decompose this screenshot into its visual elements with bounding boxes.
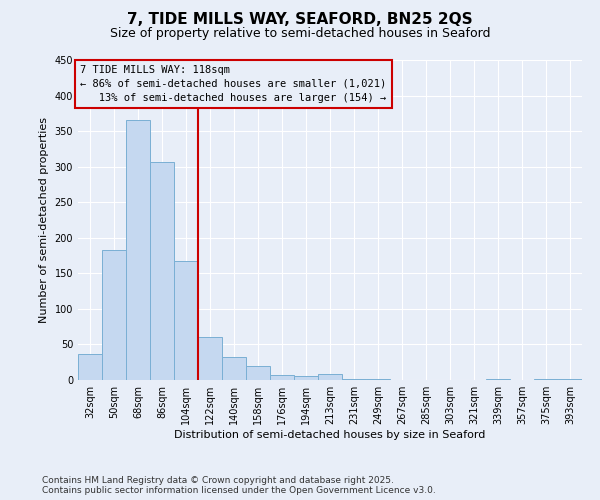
Y-axis label: Number of semi-detached properties: Number of semi-detached properties bbox=[39, 117, 49, 323]
Bar bbox=[294, 376, 318, 380]
Bar bbox=[270, 375, 294, 380]
Bar bbox=[126, 120, 150, 380]
Bar bbox=[486, 378, 510, 380]
Text: 7, TIDE MILLS WAY, SEAFORD, BN25 2QS: 7, TIDE MILLS WAY, SEAFORD, BN25 2QS bbox=[127, 12, 473, 28]
Bar bbox=[78, 354, 102, 380]
Text: Contains HM Land Registry data © Crown copyright and database right 2025.
Contai: Contains HM Land Registry data © Crown c… bbox=[42, 476, 436, 495]
Bar bbox=[150, 162, 174, 380]
Bar bbox=[102, 250, 126, 380]
Bar bbox=[318, 374, 342, 380]
Bar bbox=[342, 378, 366, 380]
Bar bbox=[222, 356, 246, 380]
Bar bbox=[198, 336, 222, 380]
Bar bbox=[246, 366, 270, 380]
Bar bbox=[558, 378, 582, 380]
Text: 7 TIDE MILLS WAY: 118sqm
← 86% of semi-detached houses are smaller (1,021)
   13: 7 TIDE MILLS WAY: 118sqm ← 86% of semi-d… bbox=[80, 65, 386, 103]
Text: Size of property relative to semi-detached houses in Seaford: Size of property relative to semi-detach… bbox=[110, 28, 490, 40]
Bar bbox=[174, 260, 198, 380]
X-axis label: Distribution of semi-detached houses by size in Seaford: Distribution of semi-detached houses by … bbox=[175, 430, 485, 440]
